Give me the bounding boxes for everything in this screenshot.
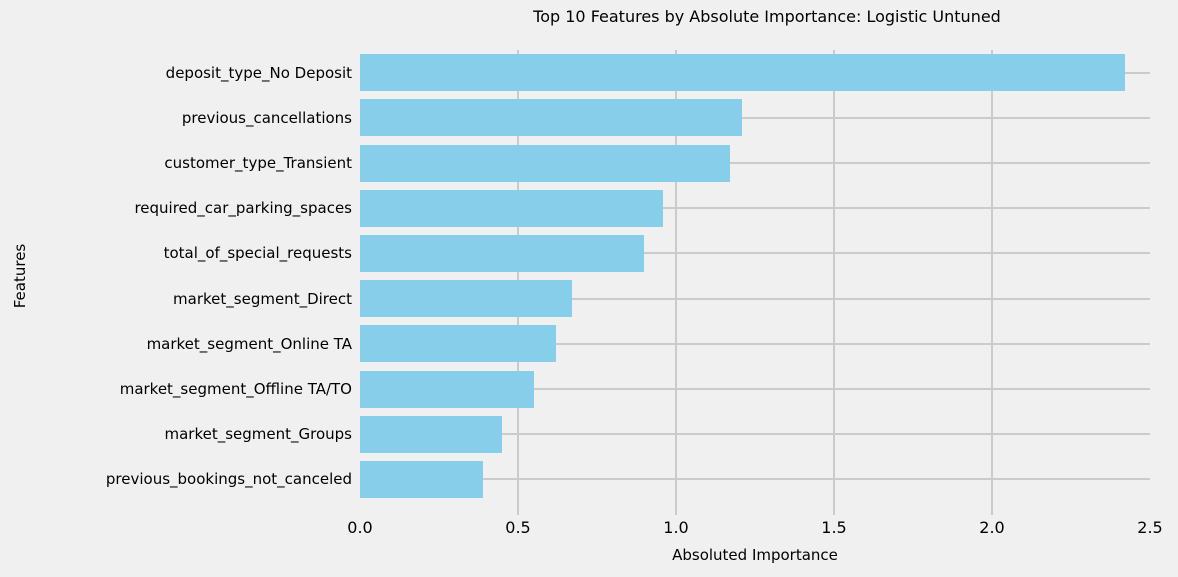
- x-tick-label: 2.0: [979, 518, 1005, 537]
- vertical-gridline: [675, 50, 677, 502]
- horizontal-gridline: [360, 207, 1150, 210]
- horizontal-gridline: [360, 297, 1150, 300]
- vertical-gridline: [517, 50, 519, 502]
- x-tick-label: 2.5: [1137, 518, 1163, 537]
- x-tick-mark: [675, 502, 677, 515]
- bar-market_segment_Offline TA/TO: [360, 370, 534, 408]
- plot-area: [360, 50, 1150, 515]
- horizontal-gridline: [360, 433, 1150, 436]
- y-tick-label: market_segment_Offline TA/TO: [119, 380, 352, 398]
- y-tick-label: previous_bookings_not_canceled: [105, 470, 352, 489]
- chart-title: Top 10 Features by Absolute Importance: …: [533, 7, 1001, 26]
- bar-market_segment_Groups: [360, 415, 503, 453]
- x-tick-mark: [991, 502, 993, 515]
- y-tick-label: required_car_parking_spaces: [134, 199, 352, 218]
- y-tick-label: total_of_special_requests: [163, 244, 352, 263]
- bar-market_segment_Online TA: [360, 325, 556, 363]
- bar-required_car_parking_spaces: [360, 189, 664, 227]
- x-tick-label: 0.0: [347, 518, 373, 537]
- horizontal-gridline: [360, 478, 1150, 481]
- horizontal-gridline: [360, 388, 1150, 390]
- bar-customer_type_Transient: [360, 144, 730, 182]
- bar-total_of_special_requests: [360, 234, 645, 272]
- x-tick-label: 1.5: [821, 518, 847, 537]
- y-tick-label: market_segment_Online TA: [146, 334, 352, 353]
- y-tick-label: market_segment_Direct: [173, 289, 352, 308]
- horizontal-gridline: [360, 342, 1150, 345]
- bar-deposit_type_No Deposit: [360, 54, 1125, 92]
- bar-previous_cancellations: [360, 99, 743, 137]
- horizontal-gridline: [360, 162, 1150, 164]
- vertical-gridline: [991, 50, 993, 502]
- y-tick-label: market_segment_Groups: [164, 425, 352, 444]
- bar-market_segment_Direct: [360, 280, 572, 318]
- horizontal-gridline: [360, 116, 1150, 119]
- y-tick-label: customer_type_Transient: [164, 154, 352, 172]
- horizontal-gridline: [360, 252, 1150, 255]
- x-tick-mark: [517, 502, 519, 515]
- x-axis-label: Absoluted Importance: [672, 546, 838, 564]
- bar-previous_bookings_not_canceled: [360, 460, 484, 498]
- y-tick-label: previous_cancellations: [181, 108, 352, 127]
- x-tick-label: 0.5: [505, 518, 531, 537]
- x-tick-mark: [833, 502, 835, 515]
- vertical-gridline: [833, 50, 835, 502]
- y-tick-label: deposit_type_No Deposit: [165, 63, 352, 82]
- x-tick-label: 1.0: [663, 518, 689, 537]
